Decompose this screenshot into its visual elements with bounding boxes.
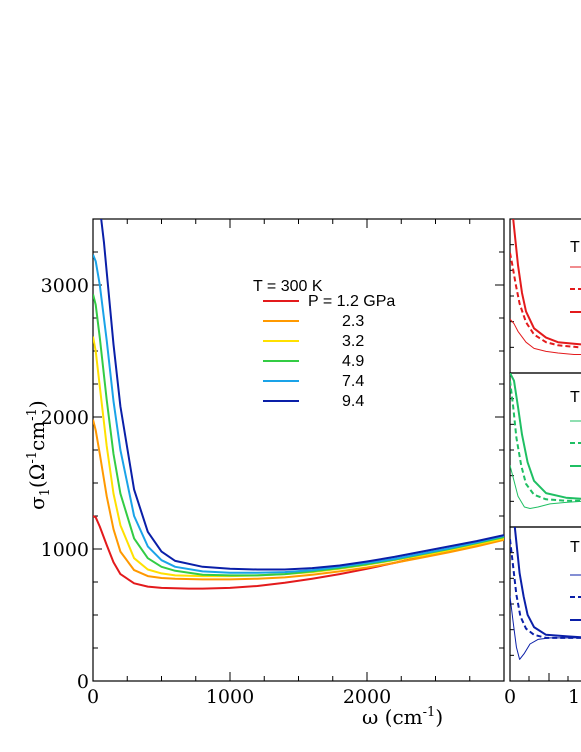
- series-line-7-4: [93, 254, 504, 574]
- right-series: [510, 219, 581, 660]
- right-top-header: T: [570, 239, 580, 256]
- main-axis-ticks: [92, 218, 504, 682]
- series-line-4-9: [93, 293, 504, 577]
- right-x-tick-label-0: 0: [504, 686, 516, 708]
- right-middle-header: T: [570, 389, 580, 406]
- right-middle-line-thick: [510, 373, 581, 500]
- main-series: [93, 219, 504, 590]
- x-axis-label: ω (cm-1): [362, 705, 443, 729]
- series-line-2-3: [93, 419, 504, 581]
- right-middle-series: [510, 373, 581, 509]
- x-tick-label: 1000: [206, 686, 254, 708]
- legend-label-4-9: 4.9: [342, 353, 364, 370]
- legend-label-2-3: 2.3: [342, 313, 364, 330]
- legend: T = 300 K P = 1.2 GPa 2.3 3.2 4.9 7.4 9.4: [253, 278, 395, 410]
- right-panels: T T T 0 10: [504, 218, 581, 708]
- main-tick-labels: 0 1000 2000 0 1000 2000 3000: [41, 275, 392, 708]
- right-bottom-line-thin: [510, 596, 581, 660]
- right-middle-line-dashed: [510, 380, 581, 502]
- legend-label-p-1-2-gpa: P = 1.2 GPa: [308, 293, 395, 310]
- right-bottom-series: [510, 527, 581, 660]
- right-top-line-thick: [512, 219, 581, 346]
- right-bottom-line-thick: [513, 527, 581, 639]
- legend-entries: P = 1.2 GPa 2.3 3.2 4.9 7.4 9.4: [263, 293, 395, 410]
- y-tick-label: 0: [77, 671, 89, 693]
- y-axis-label: σ1(Ω-1cm-1): [25, 400, 53, 510]
- right-middle-line-thin: [510, 465, 581, 509]
- main-plot: 0 1000 2000 0 1000 2000 3000 ω (cm-1) σ1(Ω-1cm…: [25, 218, 505, 729]
- y-tick-label: 1000: [41, 539, 89, 561]
- x-tick-label: 0: [87, 686, 99, 708]
- right-bottom-header: T: [570, 539, 580, 556]
- legend-label-9-4: 9.4: [342, 393, 364, 410]
- right-x-tick-label-1: 10: [568, 686, 581, 708]
- right-bottom-line-dashed: [510, 539, 581, 639]
- series-line-9-4: [100, 219, 504, 571]
- right-top-line-thin: [510, 318, 581, 355]
- legend-header: T = 300 K: [253, 278, 323, 295]
- right-top-line-dashed: [510, 252, 581, 349]
- right-top-series: [510, 219, 581, 355]
- y-tick-label: 3000: [41, 275, 89, 297]
- x-tick-label: 2000: [343, 686, 391, 708]
- legend-label-7-4: 7.4: [342, 373, 364, 390]
- y-tick-label: 2000: [41, 407, 89, 429]
- legend-label-3-2: 3.2: [342, 333, 364, 350]
